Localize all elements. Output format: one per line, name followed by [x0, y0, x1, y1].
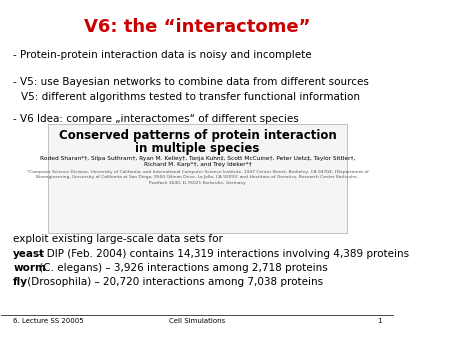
Text: 1: 1	[378, 318, 382, 324]
Text: 6. Lecture SS 20005: 6. Lecture SS 20005	[13, 318, 84, 324]
Text: *Computer Science Division, University of California, and International Computer: *Computer Science Division, University o…	[27, 170, 369, 174]
Text: Postfach 3640, D-76021 Karlsruhe, Germany: Postfach 3640, D-76021 Karlsruhe, German…	[149, 181, 246, 185]
Text: Cell Simulations: Cell Simulations	[169, 318, 225, 324]
Text: Roded Sharan*†, Silpa Suthram†, Ryan M. Kelley†, Tanja Kuhn‡, Scott McCuine†, Pe: Roded Sharan*†, Silpa Suthram†, Ryan M. …	[40, 155, 355, 161]
Text: Conserved patterns of protein interaction: Conserved patterns of protein interactio…	[58, 129, 336, 142]
Text: worm: worm	[13, 263, 46, 273]
Text: V5: different algorithms tested to transfer functional information: V5: different algorithms tested to trans…	[21, 92, 360, 102]
Text: - Protein-protein interaction data is noisy and incomplete: - Protein-protein interaction data is no…	[13, 50, 312, 60]
Text: in multiple species: in multiple species	[135, 142, 260, 155]
FancyBboxPatch shape	[49, 124, 347, 233]
Text: - V5: use Bayesian networks to combine data from different sources: - V5: use Bayesian networks to combine d…	[13, 77, 369, 87]
Text: - V6 Idea: compare „interactomes“ of different species: - V6 Idea: compare „interactomes“ of dif…	[13, 114, 299, 124]
Text: Richard M. Karp*†, and Trey Ideker*†: Richard M. Karp*†, and Trey Ideker*†	[144, 162, 251, 167]
Text: yeast: yeast	[13, 249, 45, 259]
Text: fly: fly	[13, 277, 28, 287]
Text: exploit existing large-scale data sets for: exploit existing large-scale data sets f…	[13, 234, 223, 244]
Text: V6: the “interactome”: V6: the “interactome”	[84, 18, 311, 36]
Text: Bioengineering, University of California at San Diego, 9500 Gilman Drive, La Jol: Bioengineering, University of California…	[36, 175, 359, 179]
Text: – DIP (Feb. 2004) contains 14,319 interactions involving 4,389 proteins: – DIP (Feb. 2004) contains 14,319 intera…	[35, 249, 409, 259]
Text: (Drosophila) – 20,720 interactions among 7,038 proteins: (Drosophila) – 20,720 interactions among…	[24, 277, 323, 287]
Text: (C. elegans) – 3,926 interactions among 2,718 proteins: (C. elegans) – 3,926 interactions among …	[36, 263, 327, 273]
